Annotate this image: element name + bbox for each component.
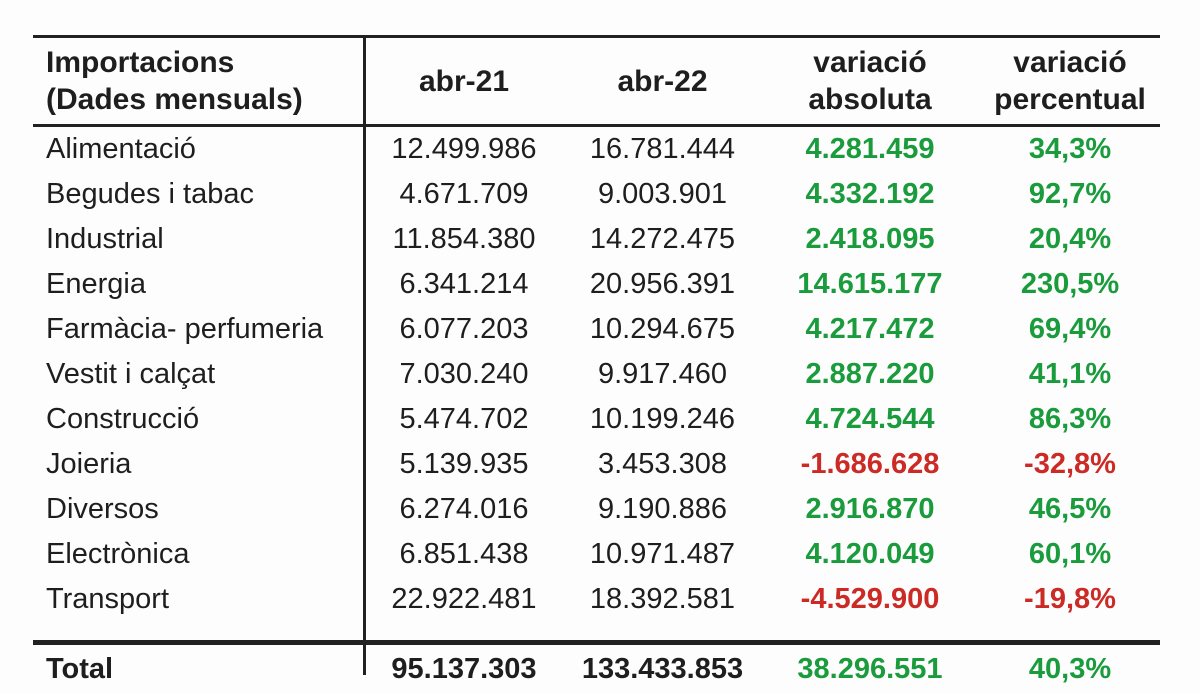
- row-label: Joieria: [46, 448, 132, 480]
- table-header-row: Importacions (Dades mensuals) abr-21 abr…: [33, 38, 1160, 124]
- table-row: Farmàcia- perfumeria 6.077.203 10.294.67…: [33, 307, 1160, 352]
- table-title-line2: (Dades mensuals): [46, 83, 303, 116]
- variacio-absoluta-value: 4.332.192: [805, 178, 935, 210]
- abr22-value: 10.199.246: [589, 403, 736, 435]
- table-title-line1: Importacions: [46, 46, 235, 79]
- abr22-value: 10.971.487: [589, 538, 736, 570]
- row-label: Electrònica: [46, 538, 190, 570]
- table-row: Vestit i calçat 7.030.240 9.917.460 2.88…: [33, 352, 1160, 397]
- abr22-value: 10.294.675: [589, 313, 736, 345]
- variacio-percentual-value: 230,5%: [1020, 268, 1120, 300]
- abr22-value: 9.003.901: [597, 178, 727, 210]
- header-importacions: Importacions (Dades mensuals): [33, 44, 363, 118]
- table-row: Diversos 6.274.016 9.190.886 2.916.870 4…: [33, 487, 1160, 532]
- variacio-percentual-value: -19,8%: [1024, 583, 1116, 615]
- variacio-absoluta-value: 4.724.544: [805, 403, 935, 435]
- row-label: Construcció: [46, 403, 200, 435]
- abr21-value: 6.077.203: [399, 313, 529, 345]
- table-row: Begudes i tabac 4.671.709 9.003.901 4.33…: [33, 172, 1160, 217]
- row-label: Energia: [46, 268, 146, 300]
- variacio-absoluta-value: 2.916.870: [805, 493, 935, 525]
- table-row: Energia 6.341.214 20.956.391 14.615.177 …: [33, 262, 1160, 307]
- variacio-percentual-value: 60,1%: [1028, 538, 1112, 570]
- variacio-absoluta-value: 4.217.472: [805, 313, 935, 345]
- abr22-value: 18.392.581: [589, 583, 736, 615]
- table-body: Alimentació 12.499.986 16.781.444 4.281.…: [33, 127, 1160, 622]
- pre-total-spacer: [33, 622, 1160, 640]
- table-row: Electrònica 6.851.438 10.971.487 4.120.0…: [33, 532, 1160, 577]
- total-row: Total 95.137.303 133.433.853 38.296.551 …: [33, 645, 1160, 693]
- variacio-absoluta-value: 14.615.177: [797, 268, 943, 300]
- row-label: Alimentació: [46, 133, 196, 165]
- header-variacio-absoluta: variació absoluta: [808, 46, 932, 116]
- table-row: Joieria 5.139.935 3.453.308 -1.686.628 -…: [33, 442, 1160, 487]
- total-variacio-absoluta-value: 38.296.551: [797, 652, 943, 685]
- row-label: Begudes i tabac: [46, 178, 254, 210]
- variacio-absoluta-value: 2.887.220: [805, 358, 935, 390]
- abr21-value: 4.671.709: [399, 178, 529, 210]
- table-row: Construcció 5.474.702 10.199.246 4.724.5…: [33, 397, 1160, 442]
- total-variacio-percentual-value: 40,3%: [1028, 652, 1112, 685]
- table-row: Transport 22.922.481 18.392.581 -4.529.9…: [33, 577, 1160, 622]
- row-label: Diversos: [46, 493, 159, 525]
- abr22-value: 14.272.475: [589, 223, 736, 255]
- row-label: Vestit i calçat: [46, 358, 216, 390]
- row-label: Industrial: [46, 223, 164, 255]
- total-abr21-value: 95.137.303: [391, 652, 537, 685]
- table-row: Industrial 11.854.380 14.272.475 2.418.0…: [33, 217, 1160, 262]
- header-abr-21: abr-21: [418, 64, 510, 98]
- variacio-percentual-value: 20,4%: [1028, 223, 1112, 255]
- abr22-value: 9.917.460: [597, 358, 727, 390]
- header-variacio-percentual: variació percentual: [994, 46, 1146, 116]
- variacio-percentual-value: 92,7%: [1028, 178, 1112, 210]
- abr21-value: 6.341.214: [399, 268, 529, 300]
- variacio-absoluta-value: 4.281.459: [805, 133, 935, 165]
- abr21-value: 22.922.481: [391, 583, 537, 615]
- variacio-percentual-value: 46,5%: [1028, 493, 1112, 525]
- variacio-percentual-value: 86,3%: [1028, 403, 1112, 435]
- row-label: Farmàcia- perfumeria: [46, 313, 324, 345]
- abr22-value: 9.190.886: [597, 493, 727, 525]
- abr21-value: 6.851.438: [399, 538, 529, 570]
- abr21-value: 5.474.702: [399, 403, 529, 435]
- variacio-absoluta-value: -4.529.900: [800, 583, 940, 615]
- header-abr-22: abr-22: [617, 64, 708, 98]
- abr21-value: 5.139.935: [399, 448, 529, 480]
- abr22-value: 16.781.444: [589, 133, 736, 165]
- abr22-value: 20.956.391: [589, 268, 736, 300]
- abr22-value: 3.453.308: [597, 448, 727, 480]
- total-separator-rule: [33, 640, 1160, 645]
- column-divider-line: [363, 35, 366, 675]
- total-label: Total: [46, 652, 114, 685]
- variacio-percentual-value: 41,1%: [1028, 358, 1112, 390]
- variacio-absoluta-value: 2.418.095: [805, 223, 935, 255]
- variacio-absoluta-value: -1.686.628: [800, 448, 940, 480]
- table-row: Alimentació 12.499.986 16.781.444 4.281.…: [33, 127, 1160, 172]
- abr21-value: 6.274.016: [399, 493, 529, 525]
- variacio-absoluta-value: 4.120.049: [805, 538, 935, 570]
- abr21-value: 11.854.380: [392, 223, 536, 255]
- row-label: Transport: [46, 583, 170, 615]
- imports-table: Importacions (Dades mensuals) abr-21 abr…: [33, 35, 1160, 685]
- abr21-value: 7.030.240: [399, 358, 529, 390]
- variacio-percentual-value: 34,3%: [1028, 133, 1112, 165]
- table-top-rule: [33, 35, 1160, 38]
- header-separator-rule: [33, 124, 1160, 127]
- abr21-value: 12.499.986: [391, 133, 537, 165]
- variacio-percentual-value: -32,8%: [1024, 448, 1116, 480]
- total-abr22-value: 133.433.853: [581, 652, 744, 685]
- variacio-percentual-value: 69,4%: [1028, 313, 1112, 345]
